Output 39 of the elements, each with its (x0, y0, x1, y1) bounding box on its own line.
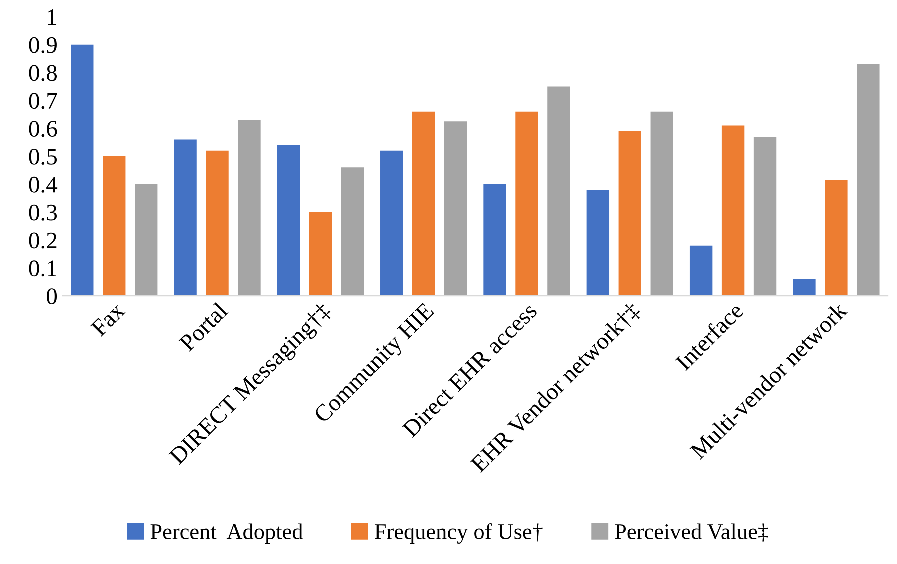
y-tick-label: 0.5 (29, 149, 58, 166)
legend-label: Perceived Value‡ (615, 524, 768, 542)
y-tick-label: 0.1 (29, 260, 57, 277)
bar (103, 156, 126, 296)
bar (793, 279, 816, 296)
legend-label: Frequency of Use† (374, 524, 543, 544)
y-tick-label: 0 (47, 288, 58, 305)
y-tick-label: 0.6 (29, 121, 58, 138)
y-tick-label: 0.9 (29, 37, 57, 54)
bar (650, 112, 674, 296)
bar (174, 140, 197, 296)
bar (825, 180, 848, 296)
bar (135, 184, 158, 296)
legend-label: Percent Adopted (150, 524, 303, 544)
bar (516, 112, 538, 296)
y-tick-label: 0.2 (29, 232, 57, 249)
bar (754, 136, 777, 296)
x-tick-label: Fax (90, 302, 126, 338)
y-tick-label: 1 (48, 10, 57, 26)
bar (380, 150, 404, 296)
bar (277, 145, 300, 296)
bar (586, 190, 610, 296)
y-tick-label: 0.4 (29, 176, 58, 193)
bar (690, 246, 713, 296)
bar (444, 122, 468, 296)
bar (71, 44, 94, 296)
bar (618, 131, 642, 296)
bar (484, 184, 506, 296)
y-tick-label: 0.8 (29, 65, 58, 82)
bar (309, 212, 332, 296)
bar (238, 120, 261, 296)
bar (548, 86, 570, 296)
bar (341, 168, 364, 296)
bar (857, 64, 880, 296)
y-tick-label: 0.7 (29, 93, 58, 110)
bar (206, 150, 229, 296)
y-tick-label: 0.3 (29, 204, 58, 221)
bar (412, 112, 436, 296)
bar (722, 126, 745, 296)
